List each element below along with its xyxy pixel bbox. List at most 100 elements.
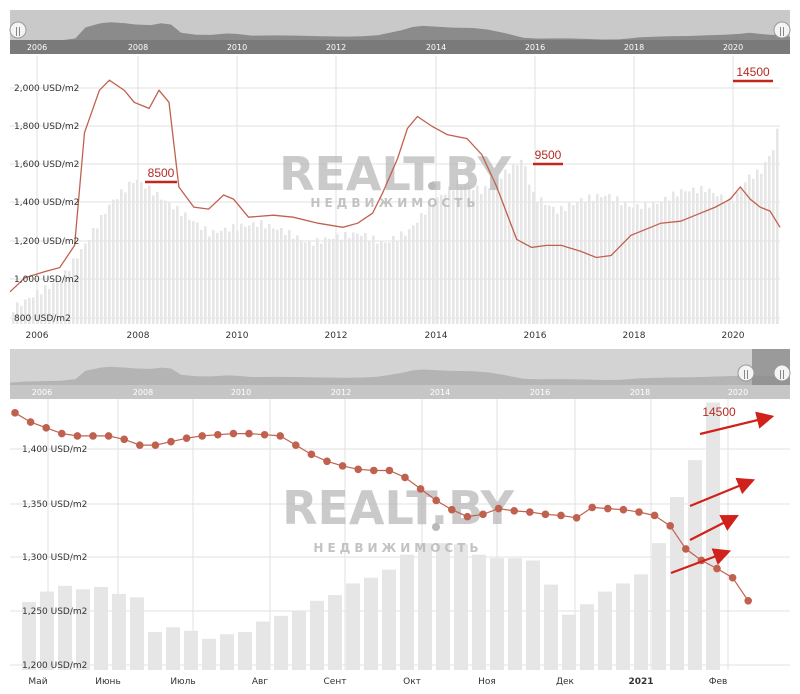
price-point[interactable] [432,496,441,505]
volume-bar [144,188,147,324]
price-point[interactable] [245,429,253,438]
x-tick-label: Авг [252,677,268,687]
price-point[interactable] [323,457,331,466]
price-point[interactable] [588,503,596,512]
price-point[interactable] [214,430,222,439]
price-point[interactable] [26,418,35,426]
price-point[interactable] [463,512,472,521]
price-point[interactable] [510,507,518,515]
price-point[interactable] [572,513,581,522]
navigator-right-handle[interactable]: || [773,364,791,382]
volume-bar [656,203,659,324]
volume-bar [560,205,563,324]
navigator-left-handle[interactable]: || [9,21,27,39]
bottom-navigator[interactable]: 2006 2008 2010 2012 2014 2016 2018 2020 || || [10,349,791,399]
price-point[interactable] [635,508,643,516]
volume-bar [310,600,324,670]
volume-bar [276,229,279,324]
volume-bar [608,194,611,324]
watermark-dot-icon [428,182,436,190]
price-point[interactable] [58,429,66,438]
price-point[interactable] [448,505,456,514]
volume-bar [484,186,487,324]
volume-bar [382,569,396,670]
volume-bar [88,239,91,324]
price-point[interactable] [682,545,690,553]
top-navigator[interactable]: 2006 2008 2010 2012 2014 2016 2018 2020 || || [9,10,791,54]
volume-bar [260,220,263,324]
price-point[interactable] [307,450,316,459]
price-point[interactable] [182,434,191,443]
price-point[interactable] [494,504,503,513]
volume-bar [340,239,343,324]
volume-bar [216,232,219,324]
x-tick-label: 2010 [226,331,249,341]
price-point[interactable] [619,505,628,514]
price-point[interactable] [276,432,285,440]
volume-bar [736,192,739,324]
price-point[interactable] [136,441,144,449]
price-point[interactable] [401,473,409,482]
price-point[interactable] [89,432,97,440]
volume-bar [568,202,571,324]
volume-bar [416,222,419,324]
price-point[interactable] [526,508,534,516]
volume-bar [740,187,743,324]
price-point[interactable] [260,430,269,439]
volume-bar [44,285,47,324]
price-point[interactable] [744,597,752,605]
price-point[interactable] [229,429,238,438]
price-point[interactable] [198,432,206,440]
volume-bar [480,194,483,324]
price-point[interactable] [713,564,721,573]
handle-grip-icon[interactable] [9,21,27,39]
price-point[interactable] [42,424,50,432]
volume-bar [104,213,107,324]
volume-bar [716,196,719,324]
y-tick-label: 2,000 USD/m2 [14,84,79,94]
volume-bar [300,240,303,324]
watermark-text: REALT.BY [282,481,515,535]
navigator-tick-label: 2008 [128,43,148,52]
volume-bar [676,196,679,324]
price-point[interactable] [73,432,82,440]
handle-grip-icon[interactable] [737,364,755,382]
price-point[interactable] [604,504,612,513]
price-point[interactable] [120,435,128,444]
volume-bar [496,178,499,324]
volume-bar [712,193,715,324]
price-point[interactable] [385,466,394,475]
volume-bar [616,196,619,324]
price-point[interactable] [104,432,113,440]
volume-bar [764,162,767,324]
price-point[interactable] [354,465,363,474]
price-point[interactable] [167,437,175,446]
price-point[interactable] [151,441,160,449]
navigator-right-handle[interactable]: || [773,21,791,39]
navigator-tick-label: 2010 [231,388,251,397]
price-point[interactable] [370,466,378,475]
volume-bar [94,586,108,670]
price-point[interactable] [541,510,550,519]
volume-bar [392,235,395,324]
price-point[interactable] [338,462,347,470]
price-point[interactable] [666,522,674,530]
y-tick-label: 1,200 USD/m2 [22,661,87,671]
volume-bar [708,188,711,324]
price-point[interactable] [557,511,565,520]
volume-bar [432,203,435,324]
price-point[interactable] [479,510,487,519]
price-point[interactable] [11,409,19,417]
handle-grip-icon[interactable] [773,364,791,382]
handle-glyph: || [743,370,749,380]
volume-bar [652,201,655,324]
handle-grip-icon[interactable] [773,21,791,39]
price-point[interactable] [292,441,300,449]
navigator-left-handle[interactable]: || [737,364,755,382]
price-point[interactable] [728,573,737,582]
price-point[interactable] [416,485,425,493]
volume-bar [688,191,691,324]
price-point[interactable] [650,511,659,520]
volume-bar [368,241,371,324]
volume-bar [380,240,383,324]
